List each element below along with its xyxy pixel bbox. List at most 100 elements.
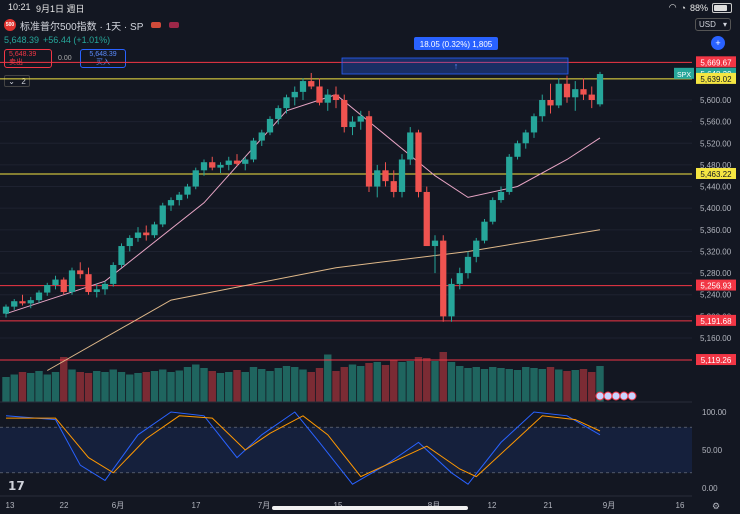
y-tick-label: 5,320.00: [700, 247, 732, 256]
volume-bar: [522, 367, 530, 402]
osc-tick-label: 0.00: [702, 484, 718, 493]
candle-body: [200, 162, 208, 171]
indicator-count: 2: [21, 76, 26, 86]
x-tick-label: 22: [60, 501, 69, 510]
y-tick-label: 5,280.00: [700, 269, 732, 278]
candle-body: [52, 279, 59, 285]
currency-label: USD: [699, 20, 716, 29]
candle-body: [275, 108, 282, 119]
osc-k-line: [5, 411, 601, 485]
candle-body: [456, 273, 463, 284]
price-label: 5,639.02: [700, 75, 732, 84]
volume-bar: [266, 371, 274, 402]
candle-body: [35, 292, 43, 301]
candle-body: [332, 94, 340, 100]
volume-bar: [241, 372, 249, 402]
candle-body: [596, 74, 604, 105]
status-time: 10:21: [8, 2, 31, 12]
minus-icon[interactable]: [151, 22, 162, 28]
candle-body: [27, 300, 34, 304]
wifi-icon: ◠: [668, 2, 677, 12]
volume-bar: [208, 371, 216, 402]
volume-bar: [142, 372, 150, 402]
candle-body: [126, 237, 133, 247]
volume-bar: [249, 367, 258, 402]
volume-bar: [126, 374, 134, 402]
y-tick-label: 5,480.00: [700, 161, 732, 170]
candle-body: [258, 132, 265, 141]
candle-body: [266, 118, 274, 133]
volume-bar: [381, 365, 390, 402]
x-tick-label: 7月: [258, 501, 270, 510]
candle-body: [374, 170, 381, 187]
battery-icon: [712, 2, 732, 13]
status-date: 9月1日 週日: [36, 4, 85, 14]
volume-bar: [35, 371, 43, 402]
volume-bar: [159, 369, 167, 402]
candle-body: [151, 224, 158, 236]
candle-body: [514, 143, 521, 157]
volume-bar: [225, 372, 233, 402]
volume-bar: [571, 370, 579, 402]
sell-label: 卖出: [9, 59, 23, 66]
battery-percent: 88%: [689, 2, 708, 13]
candle-body: [60, 279, 67, 293]
crosshair-icon: [711, 36, 725, 50]
volume-bar: [357, 366, 365, 402]
x-tick-label: 12: [488, 501, 497, 510]
volume-bar: [43, 374, 51, 402]
volume-bar: [18, 372, 27, 402]
volume-bar: [373, 362, 381, 402]
price-label: 5,191.68: [700, 317, 732, 326]
volume-bar: [480, 369, 489, 402]
candle-body: [250, 140, 257, 160]
candle-body: [118, 246, 125, 265]
candle-body: [11, 301, 18, 307]
price-change: +56.44 (+1.01%): [43, 35, 111, 45]
candle-body: [489, 200, 496, 222]
osc-tick-label: 50.00: [702, 446, 723, 455]
symbol-tag: SPX: [677, 72, 691, 79]
candle-body: [242, 159, 249, 164]
currency-select[interactable]: USD ▾: [695, 18, 731, 31]
volume-bar: [497, 368, 505, 402]
home-indicator[interactable]: [272, 506, 468, 510]
price-label: 5,256.93: [700, 282, 732, 291]
candle-body: [19, 301, 26, 304]
y-tick-label: 5,160.00: [700, 334, 732, 343]
volume-bar: [588, 372, 596, 402]
volume-bar: [505, 369, 513, 402]
crosshair-glyph: +: [715, 38, 720, 48]
candle-body: [464, 256, 472, 274]
y-tick-label: 5,440.00: [700, 183, 732, 192]
buy-button[interactable]: 5,648.39 买入: [80, 49, 126, 68]
us-flag-icon: [627, 391, 637, 401]
candle-body: [555, 83, 562, 106]
price-summary: 5,648.39 +56.44 (+1.01%): [4, 35, 110, 45]
candle-body: [291, 91, 298, 98]
volume-bar: [439, 352, 447, 402]
price-label: 5,648.39: [700, 70, 732, 79]
alarm-icon: ◔: [680, 2, 686, 13]
y-tick-label: 5,520.00: [700, 139, 732, 148]
osc-band: [0, 427, 692, 473]
indicators-toggle[interactable]: ⌄ 2: [4, 75, 30, 87]
candle-body: [110, 264, 117, 284]
candle-body: [473, 240, 480, 257]
sell-button[interactable]: 5,648.39 卖出: [4, 49, 52, 68]
candle-body: [365, 116, 373, 187]
plus-icon[interactable]: [169, 22, 180, 28]
volume-bar: [76, 372, 84, 402]
candle-body: [44, 284, 51, 293]
y-tick-label: 5,360.00: [700, 226, 732, 235]
candle-body: [572, 89, 579, 98]
symbol-header[interactable]: 500 标准普尔500指数 · 1天 · SP: [4, 18, 180, 33]
volume-bar: [414, 357, 423, 402]
candle-body: [431, 240, 439, 247]
price-label-bg: [696, 167, 736, 179]
symbol-title[interactable]: 标准普尔500指数 · 1天 · SP: [20, 21, 144, 33]
candle-body: [167, 200, 175, 206]
x-tick-label: 13: [6, 501, 15, 510]
candle-body: [77, 270, 84, 275]
